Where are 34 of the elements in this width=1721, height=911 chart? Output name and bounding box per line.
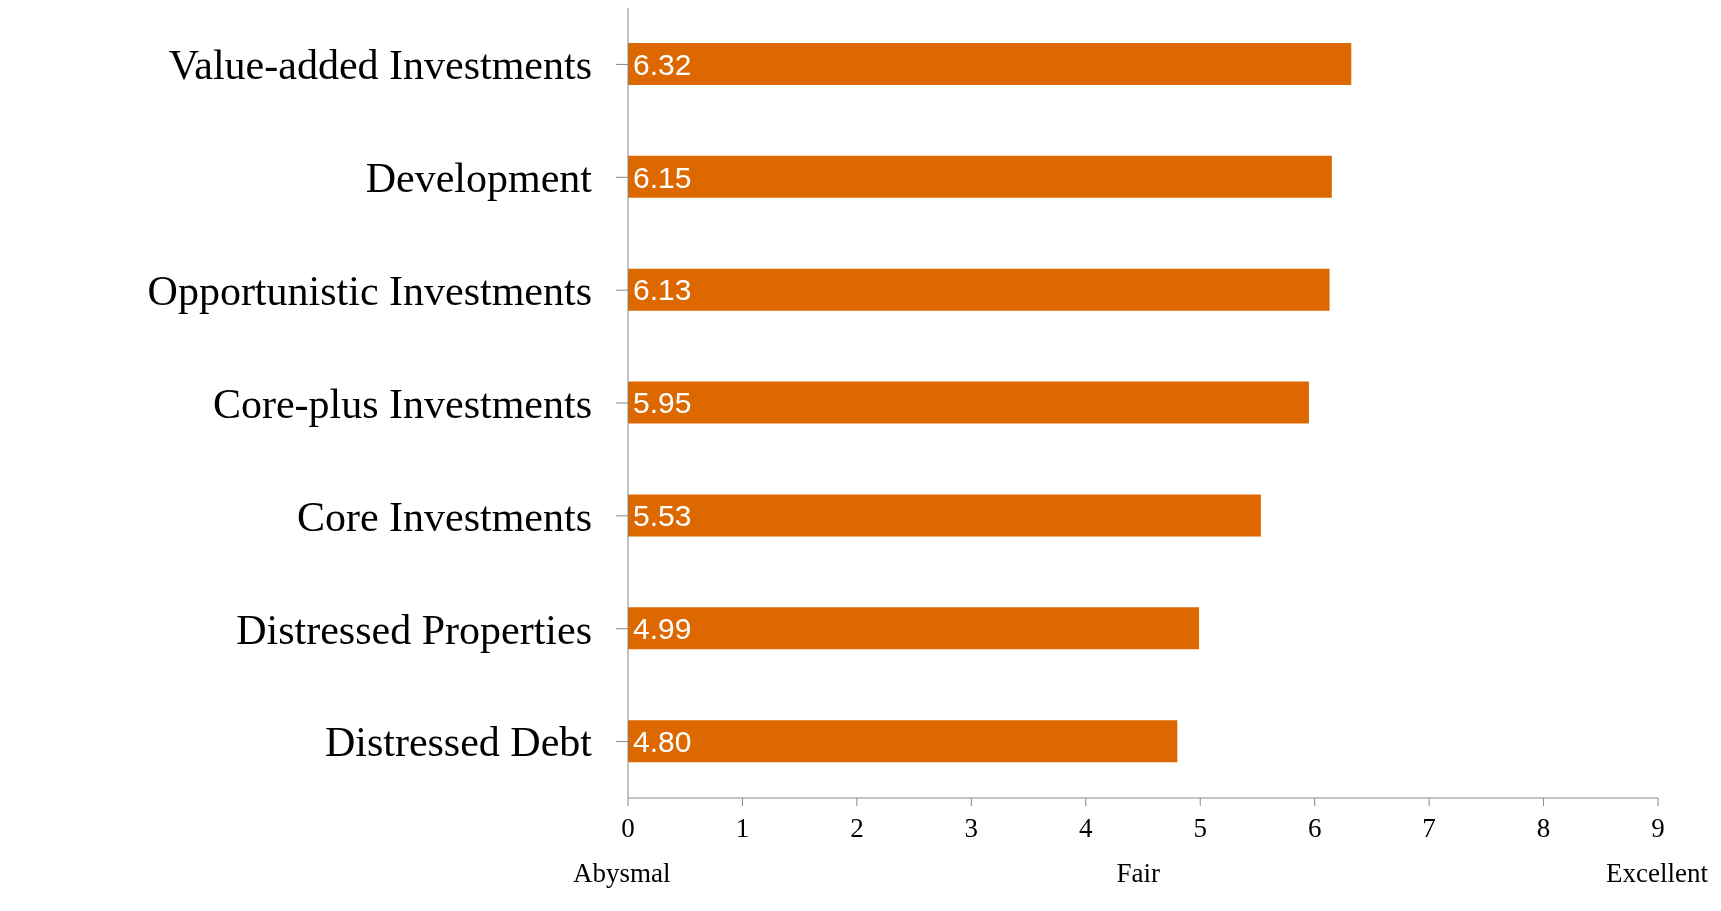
y-tick-label: Core Investments [296, 493, 592, 540]
x-tick-label: 8 [1536, 813, 1551, 844]
bar [628, 43, 1352, 85]
data-label: 6.15 [633, 160, 692, 194]
x-tick-label: 9 [1651, 813, 1665, 844]
data-label: 4.80 [633, 724, 692, 758]
text: Fair [1116, 858, 1161, 889]
data-label: 6.13 [633, 273, 692, 307]
data-label: 5.95 [633, 386, 692, 420]
x-tick-label: 0 [621, 813, 635, 844]
x-tick-label: 1 [735, 813, 750, 844]
x-tick-label: 4 [1079, 813, 1094, 844]
bar [628, 155, 1332, 198]
y-tick-label: Distressed Properties [236, 606, 592, 653]
bar [628, 607, 1200, 650]
x-tick-label: 2 [850, 813, 864, 844]
y-tick-label: Value-added Investments [168, 42, 592, 89]
bar [628, 381, 1309, 424]
y-tick-label: Core-plus Investments [212, 380, 592, 427]
data-label: 5.53 [633, 499, 692, 533]
bar [628, 494, 1261, 537]
data-label: 4.99 [633, 611, 692, 645]
bar [628, 268, 1330, 311]
x-tick-label: 5 [1193, 813, 1207, 844]
y-tick-label: Distressed Debt [324, 719, 593, 766]
data-label: 6.32 [633, 47, 692, 81]
y-tick-label: Opportunistic Investments [147, 268, 592, 315]
text: Abysmal [573, 858, 671, 889]
y-tick-label: Development [365, 155, 593, 202]
x-tick-label: 3 [964, 813, 979, 844]
x-tick-label: 6 [1307, 813, 1322, 844]
bar [628, 720, 1178, 763]
text: Excellent [1606, 858, 1708, 889]
x-tick-label: 7 [1422, 813, 1436, 844]
